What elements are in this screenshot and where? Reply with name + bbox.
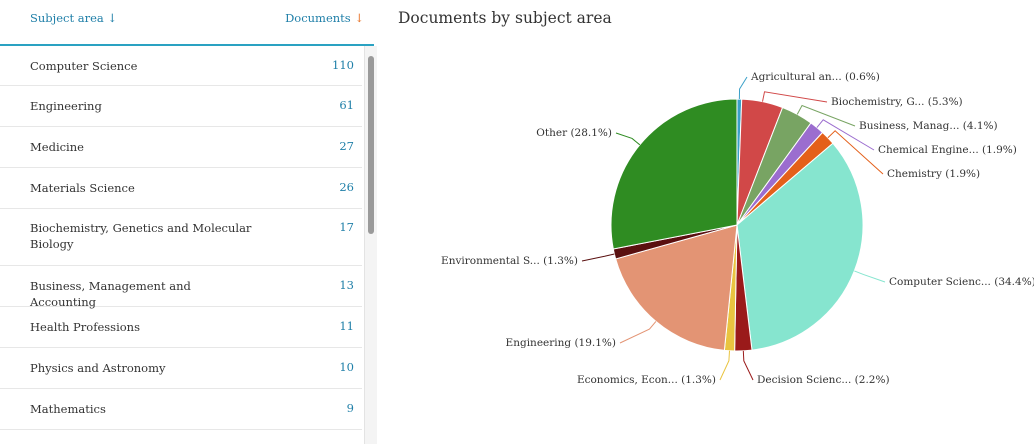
- slice-label: Engineering (19.1%): [506, 337, 616, 349]
- leader-line: [796, 104, 856, 127]
- subject-area-name: Business, Management and Accounting: [30, 279, 191, 309]
- slice-label: Decision Scienc... (2.2%): [757, 374, 890, 386]
- subject-area-table: Subject area ↓ Documents ↓ Computer Scie…: [0, 0, 377, 444]
- pie-slice[interactable]: [610, 98, 738, 250]
- leader-line: [762, 91, 828, 103]
- pie-slice[interactable]: [615, 224, 738, 351]
- slice-label: Computer Scienc... (34.4%): [889, 276, 1034, 288]
- sort-subject-area-button[interactable]: Subject area ↓: [30, 11, 117, 25]
- leader-line: [854, 270, 886, 283]
- table-row[interactable]: Health Professions 11: [0, 307, 362, 348]
- leader-line: [742, 350, 754, 381]
- subject-area-name: Health Professions: [30, 320, 140, 334]
- table-row[interactable]: Biochemistry, Genetics and Molecular Bio…: [0, 209, 362, 266]
- leader-line: [827, 130, 884, 175]
- sort-down-arrow-icon: ↓: [354, 11, 364, 25]
- leader-line: [615, 132, 641, 146]
- table-row[interactable]: Engineering 61: [0, 86, 362, 127]
- table-row[interactable]: Materials Science 26: [0, 168, 362, 209]
- subject-area-name: Computer Science: [30, 59, 138, 73]
- table-row[interactable]: Business, Management and Accounting 13: [0, 266, 362, 309]
- scrollbar-thumb[interactable]: [368, 56, 374, 234]
- document-count-link[interactable]: 61: [339, 98, 354, 112]
- slice-label: Other (28.1%): [536, 127, 612, 139]
- slice-label: Environmental S... (1.3%): [441, 255, 578, 267]
- header-documents-label: Documents: [285, 11, 351, 25]
- document-count-link[interactable]: 26: [339, 180, 354, 194]
- subject-area-name: Engineering: [30, 99, 102, 113]
- subject-area-name: Medicine: [30, 140, 84, 154]
- leader-line: [581, 253, 615, 262]
- document-count-link[interactable]: 17: [339, 220, 354, 234]
- document-count-link[interactable]: 10: [339, 360, 354, 374]
- table-row[interactable]: Medicine 27: [0, 127, 362, 168]
- table-row[interactable]: Mathematics 9: [0, 389, 362, 430]
- slice-label: Chemistry (1.9%): [887, 168, 980, 180]
- document-count-link[interactable]: 110: [332, 58, 354, 72]
- slice-label: Chemical Engine... (1.9%): [878, 144, 1017, 156]
- slice-label: Economics, Econ... (1.3%): [577, 374, 716, 386]
- table-body: Computer Science 110 Engineering 61 Medicine…: [0, 46, 362, 444]
- leader-line: [719, 350, 730, 381]
- sort-documents-button[interactable]: Documents ↓: [285, 11, 364, 25]
- chart-title: Documents by subject area: [398, 9, 612, 27]
- table-header: Subject area ↓ Documents ↓: [0, 0, 374, 46]
- scrollbar-track[interactable]: [364, 46, 377, 444]
- subject-area-name: Physics and Astronomy: [30, 361, 166, 375]
- leader-line: [816, 119, 875, 151]
- subject-area-name: Biochemistry, Genetics and Molecular Bio…: [30, 221, 252, 251]
- slice-label: Agricultural an... (0.6%): [750, 71, 880, 83]
- leader-line: [619, 321, 657, 344]
- subject-area-name: Materials Science: [30, 181, 135, 195]
- table-row[interactable]: Computer Science 110: [0, 46, 362, 86]
- subject-area-name: Mathematics: [30, 402, 106, 416]
- slice-label: Business, Manag... (4.1%): [859, 120, 998, 132]
- document-count-link[interactable]: 11: [339, 319, 354, 333]
- document-count-link[interactable]: 13: [339, 278, 354, 292]
- leader-line: [738, 76, 748, 100]
- document-count-link[interactable]: 9: [346, 401, 354, 415]
- table-row[interactable]: Physics and Astronomy 10: [0, 348, 362, 389]
- document-count-link[interactable]: 27: [339, 139, 354, 153]
- sort-down-arrow-icon: ↓: [107, 11, 118, 25]
- header-subject-label: Subject area: [30, 11, 104, 25]
- slice-label: Biochemistry, G... (5.3%): [831, 96, 963, 108]
